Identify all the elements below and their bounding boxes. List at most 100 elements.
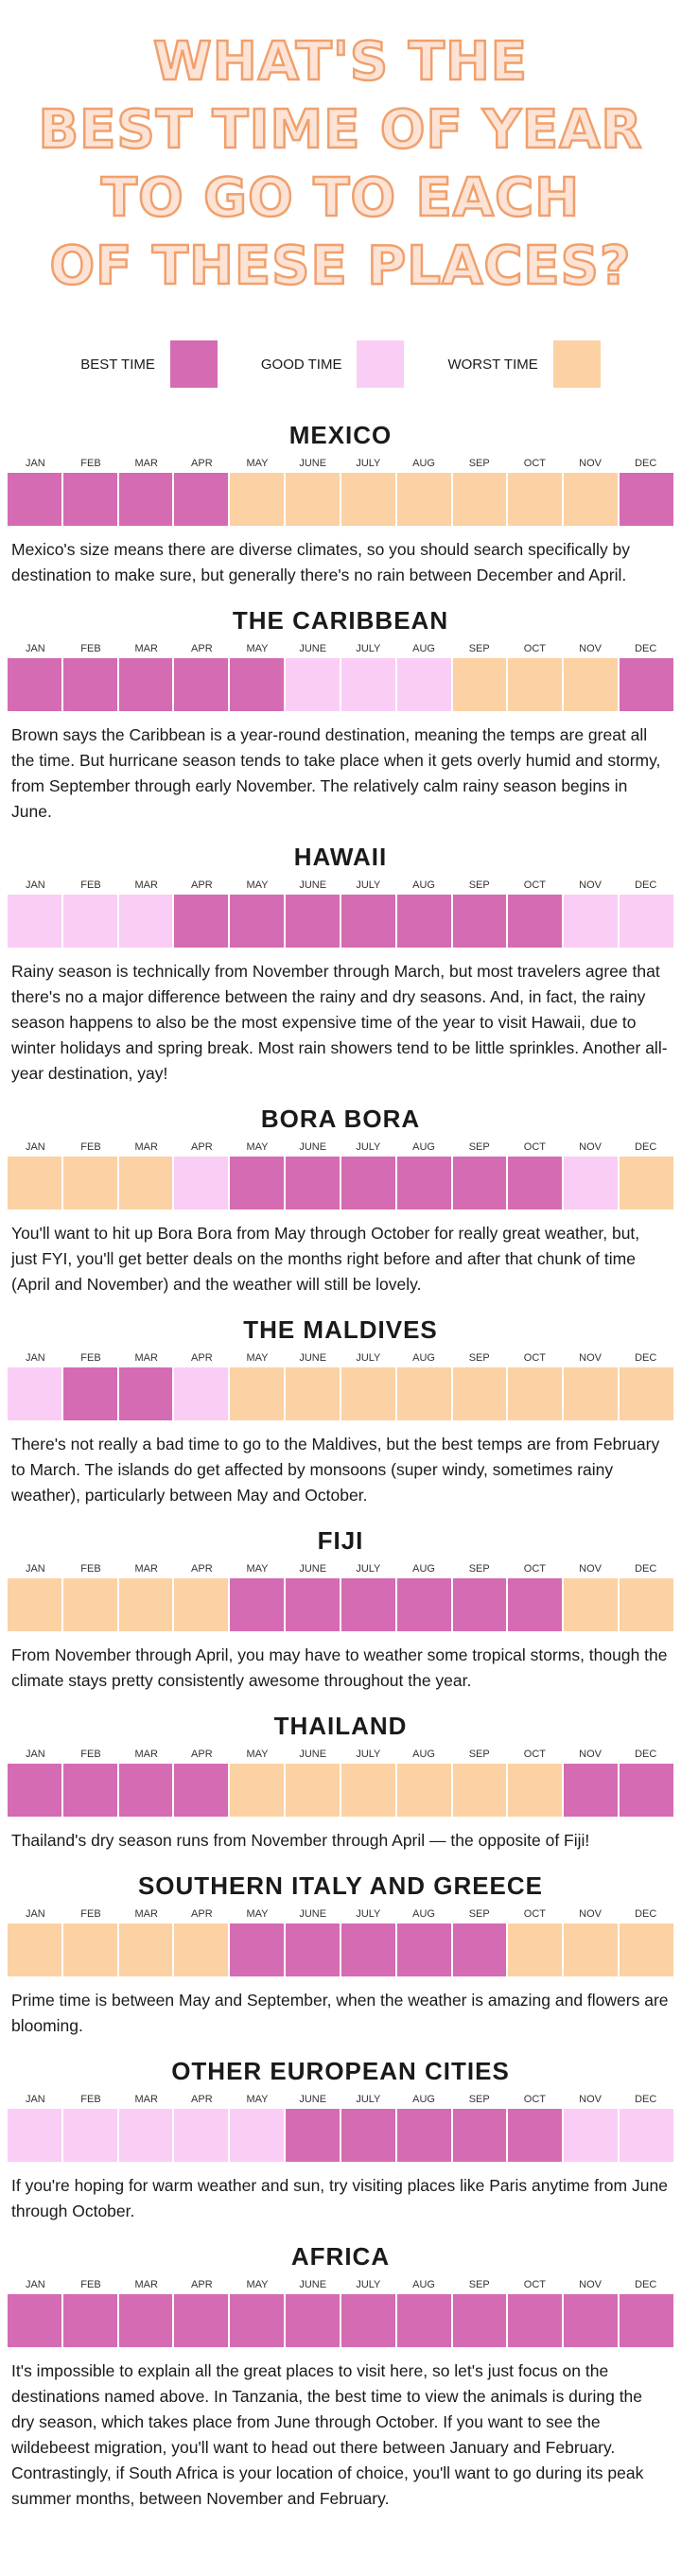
description: It's impossible to explain all the great… bbox=[11, 2361, 644, 2508]
month-bar bbox=[8, 658, 673, 711]
month-cell bbox=[396, 895, 453, 948]
month-label: SEP bbox=[468, 1749, 490, 1760]
month-cell bbox=[174, 895, 231, 948]
month-label: MAR bbox=[134, 2279, 158, 2290]
month-cell bbox=[340, 658, 397, 711]
month-label: AUG bbox=[412, 2094, 435, 2105]
month-label: APR bbox=[191, 1908, 213, 1920]
month-label: FEB bbox=[80, 1749, 101, 1760]
place-section: HAWAII JAN FEB MAR APR MAY JUNE JULY AUG SEP OCT NO… bbox=[0, 838, 681, 1087]
month-label: FEB bbox=[80, 2279, 101, 2290]
month-cell bbox=[508, 2109, 565, 2162]
legend-label: BEST TIME bbox=[80, 356, 155, 373]
description: If you're hoping for warm weather and su… bbox=[11, 2176, 668, 2220]
month-label: APR bbox=[191, 1141, 213, 1153]
month-label: DEC bbox=[635, 1908, 657, 1920]
month-label: AUG bbox=[412, 879, 435, 891]
month-bar bbox=[8, 1923, 673, 1976]
month-label: MAY bbox=[246, 643, 269, 654]
place-name: THE CARIBBEAN bbox=[232, 606, 449, 635]
month-label: AUG bbox=[412, 1141, 435, 1153]
month-label: JAN bbox=[25, 1141, 45, 1153]
month-cell bbox=[396, 473, 453, 526]
month-label: MAR bbox=[134, 643, 158, 654]
month-cell bbox=[286, 1923, 341, 1976]
place-name: HAWAII bbox=[293, 843, 388, 871]
month-label: OCT bbox=[523, 1749, 546, 1760]
title: WHAT'S THE BEST TIME OF YEAR TO GO TO EACH… bbox=[0, 0, 681, 312]
month-cell bbox=[620, 1157, 673, 1210]
description: You'll want to hit up Bora Bora from May… bbox=[11, 1224, 640, 1294]
title-line: WHAT'S THE bbox=[152, 30, 529, 95]
month-labels: JAN FEB MAR APR MAY JUNE JULY AUG SEP OCT NOV DEC bbox=[8, 2275, 673, 2294]
title-line: BEST TIME OF YEAR bbox=[37, 98, 643, 163]
month-label: JAN bbox=[25, 643, 45, 654]
month-label: AUG bbox=[412, 643, 435, 654]
month-cell bbox=[452, 1578, 509, 1631]
month-cell bbox=[62, 658, 119, 711]
legend-swatch bbox=[552, 340, 601, 388]
month-cell bbox=[620, 895, 673, 948]
month-cell bbox=[340, 2294, 397, 2347]
month-label: APR bbox=[191, 458, 213, 469]
month-cell bbox=[8, 1764, 63, 1817]
month-label: JAN bbox=[25, 879, 45, 891]
month-cell bbox=[396, 1367, 453, 1420]
month-cell bbox=[174, 658, 231, 711]
description: Mexico's size means there are diverse cl… bbox=[11, 540, 631, 584]
legend-swatch bbox=[357, 340, 405, 388]
month-cell bbox=[340, 1157, 397, 1210]
month-cell bbox=[118, 1157, 175, 1210]
month-label: OCT bbox=[523, 458, 546, 469]
month-label: JUNE bbox=[299, 2094, 327, 2105]
month-cell bbox=[620, 1923, 673, 1976]
month-cell bbox=[564, 1578, 620, 1631]
month-bar bbox=[8, 1578, 673, 1631]
month-label: NOV bbox=[579, 2094, 602, 2105]
legend-label: GOOD TIME bbox=[260, 356, 342, 373]
month-label: MAY bbox=[246, 1563, 269, 1575]
month-label: NOV bbox=[579, 1141, 602, 1153]
month-label: FEB bbox=[80, 879, 101, 891]
place-name: SOUTHERN ITALY AND GREECE bbox=[137, 1871, 544, 1900]
month-label: SEP bbox=[468, 1352, 490, 1364]
month-cell bbox=[174, 1764, 231, 1817]
month-cell bbox=[564, 2294, 620, 2347]
month-cell bbox=[62, 1367, 119, 1420]
month-label: DEC bbox=[635, 1563, 657, 1575]
month-cell bbox=[508, 1923, 565, 1976]
month-label: NOV bbox=[579, 1908, 602, 1920]
month-label: AUG bbox=[412, 1352, 435, 1364]
month-label: AUG bbox=[412, 1563, 435, 1575]
month-label: JULY bbox=[356, 1141, 381, 1153]
month-cell bbox=[174, 2294, 231, 2347]
month-cell bbox=[396, 1157, 453, 1210]
place-section: THAILAND JAN FEB MAR APR MAY JUNE JULY AUG SEP OCT… bbox=[0, 1707, 681, 1854]
month-label: MAY bbox=[246, 458, 269, 469]
month-label: JUNE bbox=[299, 879, 327, 891]
legend: BEST TIME GOOD TIME WORST TIME bbox=[0, 312, 681, 416]
month-labels: JAN FEB MAR APR MAY JUNE JULY AUG SEP OCT NOV DEC bbox=[8, 1349, 673, 1367]
month-label: SEP bbox=[468, 1141, 490, 1153]
month-cell bbox=[8, 1367, 63, 1420]
place-name: FIJI bbox=[317, 1526, 364, 1555]
month-cell bbox=[286, 895, 341, 948]
month-label: APR bbox=[191, 879, 213, 891]
month-label: JULY bbox=[356, 1908, 381, 1920]
month-label: JULY bbox=[356, 879, 381, 891]
month-cell bbox=[174, 1923, 231, 1976]
month-label: DEC bbox=[635, 458, 657, 469]
month-cell bbox=[340, 1578, 397, 1631]
description: Brown says the Caribbean is a year-round… bbox=[11, 725, 661, 821]
month-cell bbox=[452, 473, 509, 526]
month-label: APR bbox=[191, 643, 213, 654]
month-label: JAN bbox=[25, 2094, 45, 2105]
month-label: MAR bbox=[134, 1908, 158, 1920]
month-cell bbox=[396, 2109, 453, 2162]
month-cell bbox=[564, 1764, 620, 1817]
month-label: JUNE bbox=[299, 458, 327, 469]
month-label: JULY bbox=[356, 1563, 381, 1575]
month-cell bbox=[8, 473, 63, 526]
description: Prime time is between May and September,… bbox=[11, 1991, 669, 2035]
month-bar bbox=[8, 1764, 673, 1817]
